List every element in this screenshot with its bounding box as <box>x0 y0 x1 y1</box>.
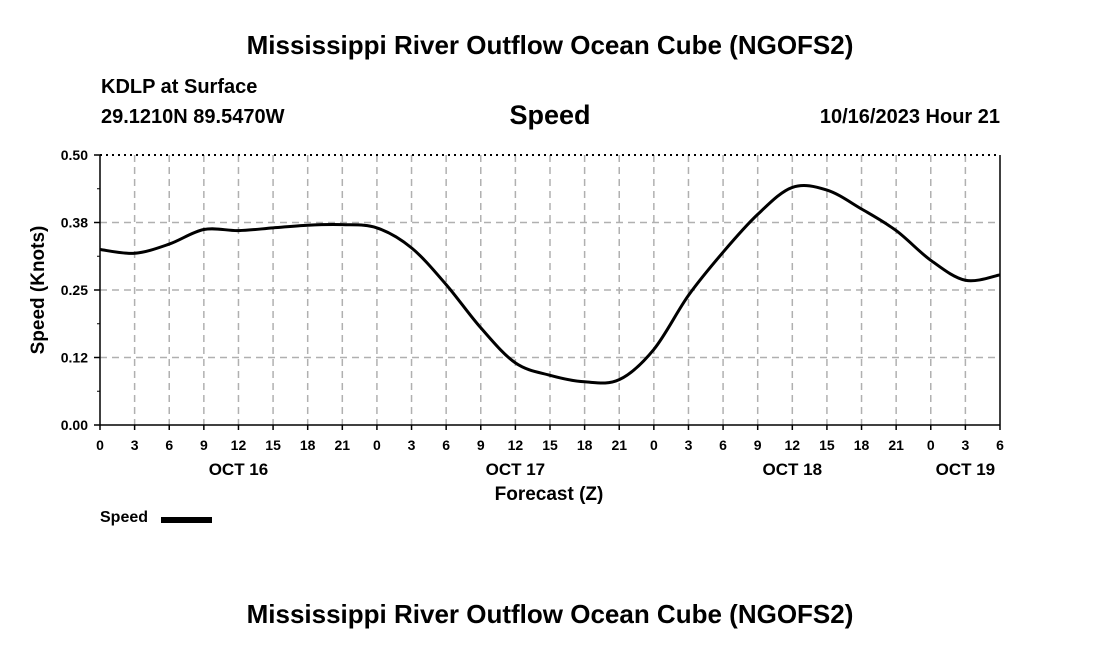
x-tick-label: 12 <box>231 437 247 453</box>
x-tick-label: 0 <box>650 437 658 453</box>
date-label: OCT 18 <box>763 460 823 479</box>
x-tick-label: 21 <box>888 437 904 453</box>
x-tick-label: 3 <box>131 437 139 453</box>
x-tick-label: 6 <box>719 437 727 453</box>
x-tick-label: 3 <box>685 437 693 453</box>
x-tick-label: 15 <box>819 437 835 453</box>
x-tick-label: 9 <box>477 437 485 453</box>
x-tick-label: 9 <box>754 437 762 453</box>
speed-series-line <box>99 184 1001 385</box>
legend-label: Speed <box>100 509 149 526</box>
x-tick-label: 9 <box>200 437 208 453</box>
y-tick-label: 0.00 <box>61 417 88 433</box>
x-tick-label: 18 <box>854 437 870 453</box>
x-axis-label: Forecast (Z) <box>495 484 604 505</box>
forecast-datetime: 10/16/2023 Hour 21 <box>819 106 1000 128</box>
x-tick-label: 12 <box>508 437 524 453</box>
variable-title: Speed <box>509 100 591 130</box>
date-label: OCT 17 <box>486 460 546 479</box>
chart-title: Mississippi River Outflow Ocean Cube (NG… <box>246 30 854 60</box>
x-tick-label: 0 <box>373 437 381 453</box>
x-tick-label: 6 <box>442 437 450 453</box>
x-tick-label: 21 <box>611 437 627 453</box>
x-tick-label: 3 <box>961 437 969 453</box>
legend-swatch <box>161 517 212 523</box>
x-tick-label: 18 <box>577 437 593 453</box>
x-tick-label: 3 <box>408 437 416 453</box>
x-tick-label: 12 <box>785 437 801 453</box>
station-label: KDLP at Surface <box>101 76 258 98</box>
coordinates-label: 29.1210N 89.5470W <box>101 106 285 128</box>
y-tick-label: 0.38 <box>61 215 88 231</box>
x-tick-label: 0 <box>96 437 104 453</box>
y-axis-label: Speed (Knots) <box>28 226 49 355</box>
date-label: OCT 16 <box>209 460 269 479</box>
x-tick-label: 15 <box>542 437 558 453</box>
y-tick-label: 0.25 <box>61 282 88 298</box>
x-tick-label: 18 <box>300 437 316 453</box>
y-tick-label: 0.12 <box>61 350 88 366</box>
y-tick-label: 0.50 <box>61 147 88 163</box>
date-label: OCT 19 <box>936 460 996 479</box>
x-tick-label: 6 <box>996 437 1004 453</box>
x-tick-label: 6 <box>165 437 173 453</box>
x-tick-label: 0 <box>927 437 935 453</box>
x-tick-label: 15 <box>265 437 281 453</box>
chart-title-repeat: Mississippi River Outflow Ocean Cube (NG… <box>246 599 854 629</box>
x-tick-label: 21 <box>335 437 351 453</box>
